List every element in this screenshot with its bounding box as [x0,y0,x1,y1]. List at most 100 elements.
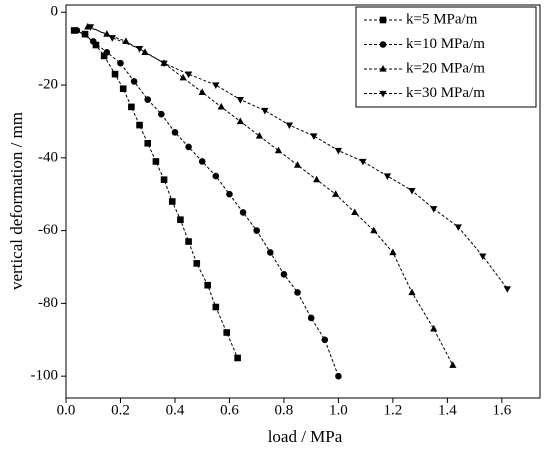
data-point [152,158,160,165]
data-point [321,336,329,344]
data-point [310,133,318,140]
data-point [119,85,127,92]
y-tick-label: -40 [38,149,58,165]
data-point [73,27,81,34]
data-point [226,190,233,198]
legend-marker [379,16,387,24]
data-point [239,209,247,216]
data-point [103,49,111,56]
data-point [285,122,294,130]
data-point [293,161,302,168]
data-point [503,286,511,293]
data-point [160,176,168,183]
data-point [144,96,152,103]
data-point [135,46,144,53]
x-tick-label: 0.6 [220,402,239,418]
y-tick-label: -100 [31,368,59,384]
legend-marker [379,65,387,72]
data-point [234,354,241,362]
data-point [177,216,184,223]
data-point [212,82,220,90]
data-point [370,226,378,234]
y-tick-label: -60 [38,222,58,238]
data-point [389,248,397,256]
data-point [217,102,225,110]
data-point [274,146,283,154]
data-point [117,59,124,67]
data-point [136,121,143,129]
data-point [359,158,367,166]
data-point [179,73,187,81]
data-point [408,187,416,195]
x-tick-label: 1.2 [384,402,403,418]
data-point [351,208,359,216]
plot-frame [65,4,541,399]
data-point [335,372,342,380]
data-point [89,38,97,45]
x-tick-label: 0.2 [111,402,130,418]
series-line [87,26,454,366]
data-point [212,172,220,180]
legend-marker [379,41,387,48]
x-tick-label: 0.8 [275,402,294,418]
y-tick-label: -20 [38,76,58,92]
data-point [158,110,165,118]
data-point [141,48,149,55]
y-tick-label: -80 [38,295,58,311]
series-line [90,26,508,290]
y-tick-label: 0 [51,4,59,20]
data-point [171,129,179,136]
x-tick-label: 0.4 [166,402,185,418]
data-point [111,70,119,78]
data-point [334,147,343,155]
legend-label: k=30 MPa/m [406,85,485,101]
data-point [383,173,392,180]
data-point [236,117,244,125]
data-point [454,224,462,231]
data-point [185,238,192,245]
data-point [479,253,487,261]
data-point [253,227,260,234]
data-point [144,139,152,147]
legend-label: k=10 MPa/m [406,36,485,52]
x-tick-label: 1.4 [438,402,457,418]
legend-label: k=5 MPa/m [406,11,478,27]
data-point [280,270,288,278]
data-point [81,30,89,38]
data-point [185,143,192,151]
data-point [261,107,269,115]
legend-box [355,6,537,108]
data-point [108,35,116,42]
x-axis-label: load / MPa [268,427,343,446]
x-tick-label: 0.0 [57,402,76,418]
data-point [223,329,231,336]
data-point [312,175,321,183]
data-point [332,190,340,197]
data-point [193,260,201,267]
x-tick-label: 1.6 [492,402,511,418]
data-point [198,88,206,95]
data-point [103,30,111,37]
data-point [267,249,274,256]
legend-label: k=20 MPa/m [406,60,485,76]
data-point [130,78,138,85]
series-line [76,30,339,377]
data-point [236,96,244,104]
data-point [128,103,135,111]
x-tick-label: 1.0 [329,402,348,418]
data-point [307,314,315,322]
data-point [294,289,301,296]
data-point [204,281,211,289]
data-point [430,206,438,213]
data-point [86,24,95,31]
data-point [430,324,438,332]
data-point [168,198,176,205]
y-axis-label: vertical deformation / mm [7,112,26,290]
data-point [122,37,130,45]
legend-marker [379,90,387,98]
data-point [255,132,264,139]
data-point [212,303,220,311]
data-point [184,71,193,79]
data-point [408,288,416,296]
